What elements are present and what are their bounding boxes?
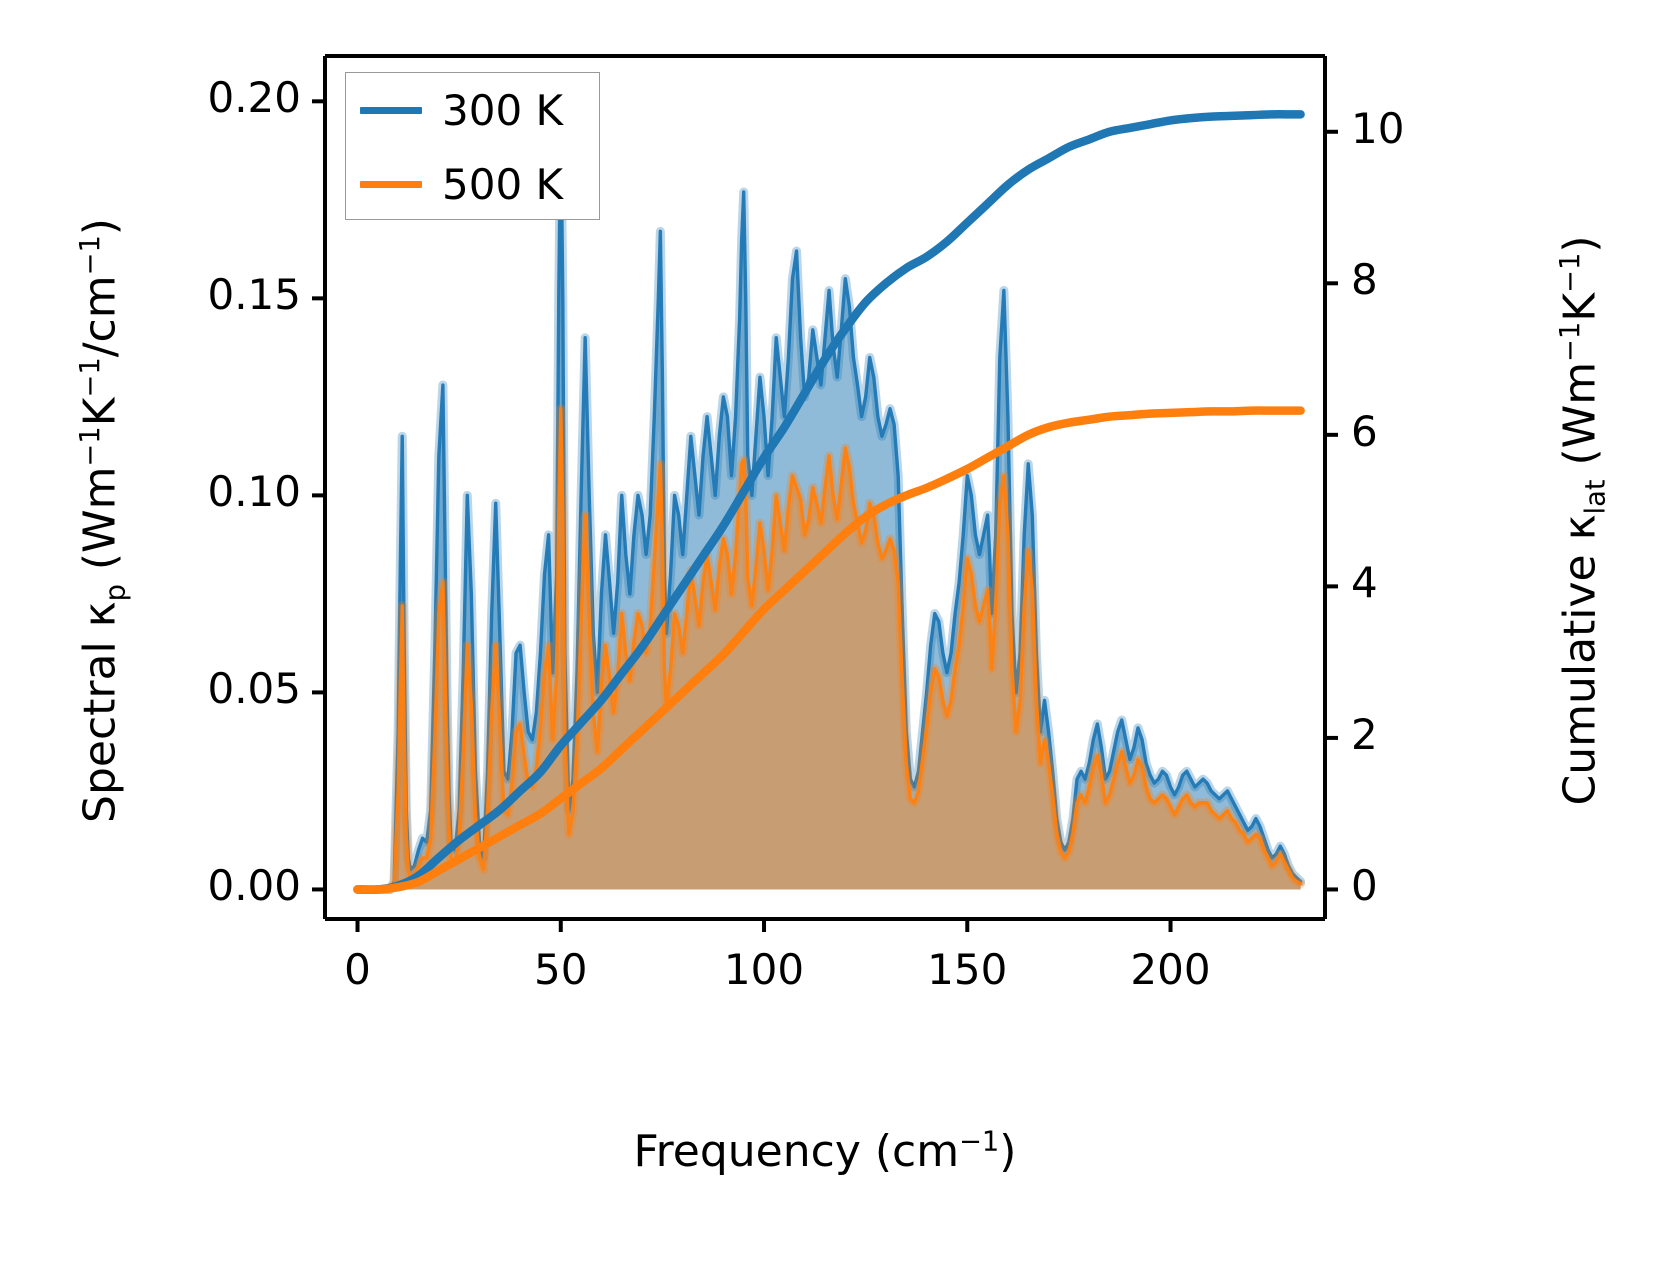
x-tick-label-100: 100: [723, 945, 805, 994]
cumulative-line-500k: [353, 406, 1305, 894]
legend-label-500k: 500 K: [442, 159, 564, 209]
legend: 300 K 500 K: [345, 72, 600, 220]
y-axis-right-label: Cumulative κlat (Wm−1K−1): [1554, 235, 1612, 806]
y-left-tick-label-0.10: 0.10: [207, 467, 301, 517]
x-axis-label: Frequency (cm−1): [633, 1126, 1017, 1177]
x-tick-label-150: 150: [927, 945, 1008, 994]
x-tick-label-50: 50: [534, 945, 588, 994]
y-left-tick-label-0.05: 0.05: [207, 664, 301, 714]
x-tick-label-0: 0: [344, 945, 371, 994]
y-right-tick-label-2: 2: [1351, 709, 1378, 759]
y-left-tick-label-0.15: 0.15: [207, 270, 301, 320]
cumulative-line-300k: [353, 110, 1305, 894]
y-left-tick-label-0.00: 0.00: [207, 861, 301, 911]
x-tick-label-200: 200: [1130, 945, 1211, 994]
y-right-tick-label-0: 0: [1351, 861, 1378, 911]
legend-swatch-300k: [360, 106, 422, 114]
legend-swatch-500k: [360, 180, 422, 188]
y-right-tick-label-4: 4: [1351, 558, 1378, 608]
y-axis-left-label: Spectral κp (Wm−1K−1/cm−1): [74, 218, 132, 823]
legend-item-300k: 300 K: [346, 73, 599, 147]
y-right-tick-label-6: 6: [1351, 406, 1378, 456]
y-right-tick-label-10: 10: [1351, 103, 1405, 153]
y-right-tick-label-8: 8: [1351, 255, 1378, 305]
spectral-line-500k: [355, 406, 1303, 892]
legend-label-300k: 300 K: [442, 85, 564, 135]
y-left-tick-label-0.20: 0.20: [207, 73, 301, 123]
legend-item-500k: 500 K: [346, 147, 599, 221]
spectral-line-300k: [355, 111, 1303, 892]
